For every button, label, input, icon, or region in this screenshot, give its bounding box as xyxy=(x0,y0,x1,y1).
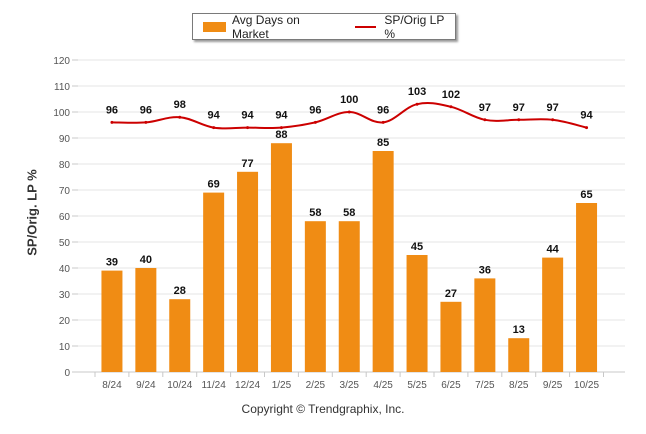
line-data-label: 96 xyxy=(377,104,389,116)
x-tick-label: 10/25 xyxy=(574,380,599,391)
y-tick-label: 60 xyxy=(59,212,71,223)
x-tick-label: 8/25 xyxy=(509,380,529,391)
bar-data-label: 36 xyxy=(479,264,491,276)
bar-data-label: 27 xyxy=(445,288,457,300)
bar xyxy=(372,151,394,372)
bar xyxy=(406,255,428,372)
line-data-label: 94 xyxy=(580,110,593,122)
copyright-text: Copyright © Trendgraphix, Inc. xyxy=(241,402,405,416)
line-data-label: 96 xyxy=(106,104,118,116)
chart-legend: Avg Days on Market SP/Orig LP % xyxy=(192,12,456,41)
x-tick-label: 9/25 xyxy=(543,380,563,391)
y-tick-label: 30 xyxy=(59,290,71,301)
x-tick-label: 5/25 xyxy=(407,380,427,391)
line-data-label: 96 xyxy=(309,104,321,116)
line-point xyxy=(551,118,555,122)
bar-data-label: 58 xyxy=(309,207,321,219)
y-tick-label: 10 xyxy=(59,342,71,353)
line-data-label: 98 xyxy=(174,99,186,111)
x-tick-label: 9/24 xyxy=(136,380,156,391)
y-tick-label: 80 xyxy=(59,160,71,171)
bar xyxy=(270,143,292,372)
line-point xyxy=(279,126,283,130)
y-tick-label: 50 xyxy=(59,238,71,249)
line-data-label: 94 xyxy=(208,110,221,122)
legend-bar-swatch xyxy=(203,21,226,32)
bar xyxy=(440,301,462,372)
bar xyxy=(237,171,259,372)
bar xyxy=(508,338,530,372)
y-tick-label: 100 xyxy=(53,108,70,119)
line-point xyxy=(212,126,216,130)
bar-data-label: 40 xyxy=(140,254,152,266)
legend-line-swatch xyxy=(355,25,377,28)
bar xyxy=(135,268,157,372)
bar-data-label: 13 xyxy=(513,324,525,336)
bar-data-label: 28 xyxy=(174,285,186,297)
line-data-label: 94 xyxy=(241,110,254,122)
bar xyxy=(338,221,360,372)
bar xyxy=(576,203,598,372)
line-point xyxy=(381,120,385,124)
y-tick-label: 90 xyxy=(59,134,71,145)
x-tick-label: 12/24 xyxy=(235,380,260,391)
y-tick-label: 20 xyxy=(59,316,71,327)
line-point xyxy=(110,120,114,124)
bar-data-label: 58 xyxy=(343,207,355,219)
line-point xyxy=(483,118,487,122)
bar-data-label: 39 xyxy=(106,257,118,269)
y-tick-label: 120 xyxy=(53,56,70,67)
bar xyxy=(101,270,123,372)
line-point xyxy=(415,102,419,106)
bar-data-label: 88 xyxy=(275,129,287,141)
y-tick-label: 40 xyxy=(59,264,71,275)
line-data-label: 97 xyxy=(513,102,525,114)
line-point xyxy=(449,105,453,109)
x-tick-label: 7/25 xyxy=(475,380,495,391)
bar xyxy=(304,221,326,372)
line-point xyxy=(178,115,182,119)
bar-data-label: 45 xyxy=(411,241,423,253)
bar-data-label: 65 xyxy=(580,189,592,201)
line-point xyxy=(144,120,148,124)
bar xyxy=(203,192,225,372)
y-tick-label: 70 xyxy=(59,186,71,197)
x-tick-label: 3/25 xyxy=(340,380,360,391)
x-tick-label: 10/24 xyxy=(167,380,192,391)
line-data-label: 100 xyxy=(340,94,358,106)
bar xyxy=(169,299,191,372)
line-data-label: 97 xyxy=(547,102,559,114)
line-point xyxy=(585,126,589,130)
bar-data-label: 69 xyxy=(208,179,220,191)
x-tick-label: 2/25 xyxy=(306,380,326,391)
bar-data-label: 77 xyxy=(241,158,253,170)
x-tick-label: 6/25 xyxy=(441,380,461,391)
line-point xyxy=(313,120,317,124)
bar-data-label: 44 xyxy=(547,244,560,256)
line-data-label: 102 xyxy=(442,89,460,101)
line-data-label: 94 xyxy=(275,110,288,122)
bar xyxy=(542,257,564,372)
x-tick-label: 1/25 xyxy=(272,380,292,391)
y-tick-label: 110 xyxy=(54,82,70,93)
y-tick-label: 0 xyxy=(64,368,70,379)
line-data-label: 103 xyxy=(408,86,426,98)
line-point xyxy=(246,126,250,130)
legend-line-label: SP/Orig LP % xyxy=(384,12,445,41)
line-data-label: 96 xyxy=(140,104,152,116)
x-tick-label: 4/25 xyxy=(373,380,393,391)
x-tick-label: 11/24 xyxy=(202,380,227,391)
line-point xyxy=(347,110,351,114)
bar-data-label: 85 xyxy=(377,137,389,149)
legend-bar-label: Avg Days on Market xyxy=(231,12,300,41)
line-point xyxy=(517,118,521,122)
x-tick-label: 8/24 xyxy=(102,380,122,391)
bar xyxy=(474,278,496,372)
line-data-label: 97 xyxy=(479,102,491,114)
